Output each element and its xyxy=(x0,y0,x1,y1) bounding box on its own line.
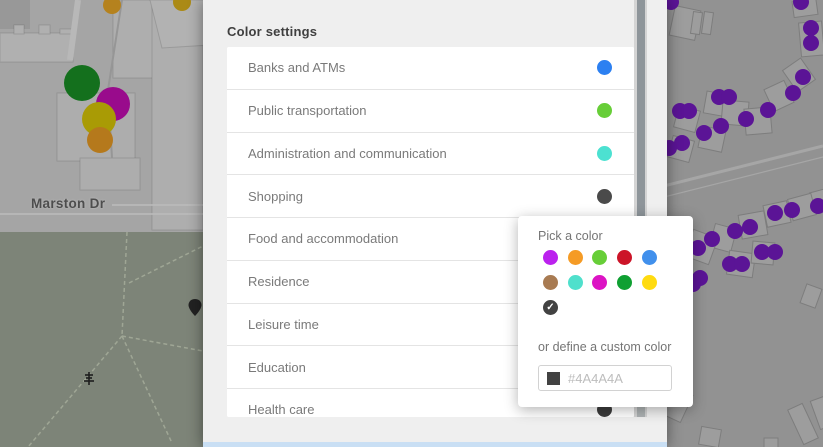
map-marker xyxy=(82,102,116,136)
map-marker xyxy=(810,198,823,214)
scrollbar-thumb[interactable] xyxy=(637,0,645,405)
map-marker xyxy=(738,111,754,127)
list-item-label: Education xyxy=(248,359,306,375)
map-marker xyxy=(722,256,738,272)
map-marker xyxy=(803,35,819,51)
map-left[interactable]: Marston Dr xyxy=(0,0,203,447)
list-item-public-transportation[interactable]: Public transportation xyxy=(227,89,634,133)
map-marker xyxy=(754,244,770,260)
list-item-label: Health care xyxy=(248,402,315,417)
color-picker-popup: Pick a color ✓ or define a custom color xyxy=(518,216,693,407)
map-marker xyxy=(784,202,800,218)
list-item-banks-and-atms[interactable]: Banks and ATMs xyxy=(227,47,634,90)
color-swatch[interactable] xyxy=(592,250,608,265)
picker-title: Pick a color xyxy=(538,229,603,243)
map-marker xyxy=(727,223,743,239)
list-item-label: Food and accommodation xyxy=(248,231,399,247)
map-marker xyxy=(713,118,729,134)
street-label: Marston Dr xyxy=(31,196,106,211)
map-marker xyxy=(803,20,819,36)
map-marker xyxy=(690,240,706,256)
color-swatch[interactable] xyxy=(543,250,558,265)
map-right-markers xyxy=(667,0,823,292)
color-swatch[interactable] xyxy=(641,275,657,290)
park-area xyxy=(0,232,203,447)
tree-icon xyxy=(84,372,94,385)
custom-color-label: or define a custom color xyxy=(538,340,672,354)
color-swatch[interactable] xyxy=(592,275,608,290)
color-swatch[interactable] xyxy=(641,250,657,265)
map-marker xyxy=(64,65,100,101)
color-swatch[interactable] xyxy=(617,250,633,265)
picker-swatch-grid: ✓ xyxy=(543,250,663,315)
list-item-label: Leisure time xyxy=(248,316,319,332)
map-marker xyxy=(696,125,712,141)
list-item-shopping[interactable]: Shopping xyxy=(227,175,634,218)
map-marker xyxy=(103,0,121,14)
selected-color-swatch[interactable]: ✓ xyxy=(543,300,558,315)
map-marker xyxy=(767,205,783,221)
category-color-dot[interactable] xyxy=(597,188,612,204)
map-marker xyxy=(760,102,776,118)
map-left-canvas xyxy=(0,0,203,447)
category-color-dot[interactable] xyxy=(597,145,612,161)
map-marker xyxy=(704,231,720,247)
map-marker xyxy=(721,89,737,105)
dialog-title: Color settings xyxy=(227,24,318,39)
category-color-dot[interactable] xyxy=(597,103,612,119)
category-color-dot[interactable] xyxy=(597,60,612,76)
custom-color-input[interactable] xyxy=(568,370,663,386)
map-marker xyxy=(795,69,811,85)
roads-layer-right xyxy=(667,144,823,197)
color-swatch[interactable] xyxy=(543,275,558,290)
park-paths-layer xyxy=(27,231,203,447)
map-marker xyxy=(681,103,697,119)
map-marker xyxy=(667,0,679,10)
map-left-markers xyxy=(64,0,191,153)
color-swatch[interactable] xyxy=(567,275,583,290)
list-item-label: Shopping xyxy=(248,188,303,204)
map-marker xyxy=(742,219,758,235)
list-item-label: Residence xyxy=(248,274,310,290)
list-item-label: Administration and communication xyxy=(248,145,447,161)
map-marker xyxy=(767,244,783,260)
map-marker xyxy=(674,135,690,151)
list-item-label: Public transportation xyxy=(248,103,367,119)
map-marker xyxy=(87,127,113,153)
color-swatch[interactable] xyxy=(567,250,583,265)
custom-color-field[interactable] xyxy=(538,365,672,391)
map-marker xyxy=(785,85,801,101)
list-item-administration-and-communication[interactable]: Administration and communication xyxy=(227,132,634,176)
map-marker xyxy=(173,0,191,11)
dialog-bottom-strip xyxy=(203,442,667,447)
map-marker xyxy=(667,140,677,156)
scrollbar-thumb-tail xyxy=(637,405,645,417)
map-marker xyxy=(793,0,809,10)
list-item-label: Banks and ATMs xyxy=(248,60,346,76)
map-marker xyxy=(734,256,750,272)
map-pin-icon xyxy=(188,299,202,316)
custom-color-swatch xyxy=(547,371,560,385)
color-swatch[interactable] xyxy=(617,275,633,290)
